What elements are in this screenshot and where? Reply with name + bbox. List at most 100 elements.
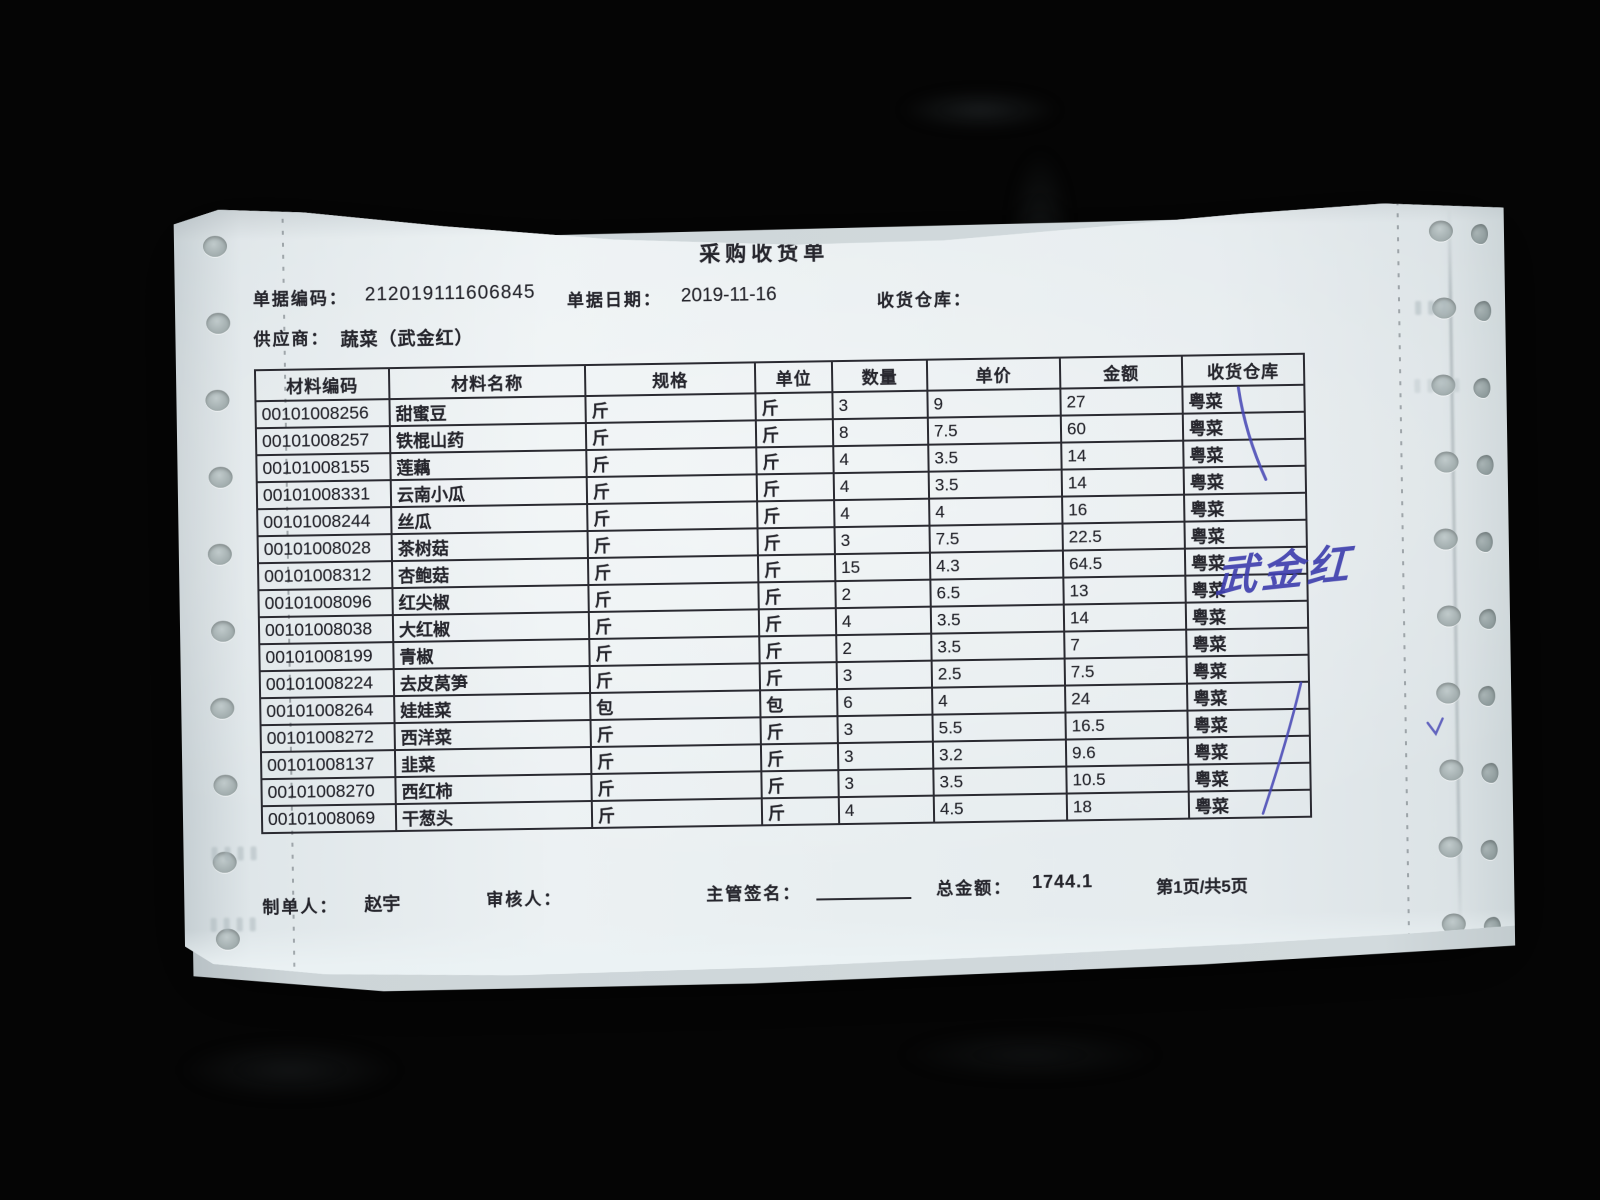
perforation-line-right (1396, 201, 1410, 951)
table-cell: 00101008312 (258, 561, 392, 590)
table-cell: 斤 (591, 717, 761, 747)
table-cell: 00101008096 (258, 588, 392, 617)
table-cell: 粤菜 (1186, 628, 1308, 657)
table-cell: 粤菜 (1189, 790, 1311, 819)
table-cell: 22.5 (1062, 522, 1184, 551)
table-cell: 6 (837, 688, 932, 716)
table-cell: 00101008224 (260, 669, 394, 698)
tractor-hole (1474, 301, 1491, 321)
table-cell: 斤 (757, 473, 834, 501)
table-cell: 8 (833, 418, 928, 446)
column-header: 金额 (1060, 356, 1182, 389)
table-cell: 娃娃菜 (394, 693, 590, 723)
table-cell: 斤 (755, 392, 832, 420)
table-cell: 粤菜 (1184, 466, 1306, 495)
table-cell: 斤 (762, 797, 839, 825)
table-cell: 丝瓜 (391, 504, 587, 534)
doc-date-value: 2019-11-16 (680, 284, 777, 307)
items-table: 材料编码 材料名称 规格 单位 数量 单价 金额 收货仓库 00101008256 甜蜜豆斤斤 3… (254, 353, 1312, 834)
table-cell: 00101008199 (259, 642, 393, 671)
column-header: 收货仓库 (1182, 354, 1304, 387)
column-header: 规格 (585, 362, 755, 396)
table-cell: 甜蜜豆 (389, 396, 585, 426)
column-header: 单价 (927, 358, 1060, 391)
receipt-paper: 采购收货单 单据编码： 212019111606845 单据日期： 2019-1… (173, 182, 1515, 985)
table-cell: 斤 (587, 501, 757, 531)
table-cell: 粤菜 (1187, 682, 1309, 711)
table-cell: 3 (838, 742, 933, 770)
table-cell: 包 (590, 690, 760, 720)
table-cell: 大红椒 (393, 612, 589, 642)
table-cell: 粤菜 (1186, 601, 1308, 630)
table-cell: 64.5 (1063, 549, 1185, 578)
table-cell: 4 (929, 497, 1062, 526)
table-cell: 3.5 (928, 443, 1061, 472)
table-cell: 韭菜 (395, 747, 591, 777)
table-cell: 00101008069 (262, 804, 396, 833)
page-indicator: 第1页/共5页 (1156, 876, 1248, 898)
table-cell: 斤 (759, 635, 836, 663)
table-cell: 6.5 (930, 578, 1063, 607)
table-cell: 斤 (592, 798, 762, 828)
table-cell: 7.5 (928, 416, 1061, 445)
table-cell: 斤 (758, 527, 835, 555)
tractor-hole (205, 390, 229, 411)
table-cell: 16 (1062, 495, 1184, 524)
table-cell: 斤 (761, 770, 838, 798)
background-smudge (180, 1040, 400, 1100)
tractor-holes-right (173, 182, 1503, 203)
table-cell: 3.5 (931, 605, 1064, 634)
table-cell: 00101008257 (256, 426, 390, 455)
table-cell: 斤 (756, 419, 833, 447)
tractor-hole (1473, 378, 1490, 398)
handwritten-signature: 武金红 (1214, 539, 1354, 602)
table-cell: 斤 (589, 636, 759, 666)
table-cell: 4 (833, 445, 928, 473)
table-cell: 斤 (591, 744, 761, 774)
table-cell: 7.5 (1065, 657, 1187, 686)
supplier-value: 蔬菜（武金红） (340, 327, 474, 350)
table-cell: 00101008272 (261, 723, 395, 752)
table-cell: 粤菜 (1182, 385, 1304, 414)
table-cell: 粤菜 (1183, 412, 1305, 441)
column-header: 材料名称 (389, 365, 585, 399)
table-cell: 7 (1064, 630, 1186, 659)
tractor-hole (213, 775, 237, 796)
table-cell: 4 (836, 607, 931, 635)
table-cell: 斤 (759, 608, 836, 636)
table-cell: 2.5 (932, 659, 1065, 688)
table-cell: 00101008244 (257, 507, 391, 536)
tractor-hole (1478, 686, 1495, 706)
table-cell: 青椒 (393, 639, 589, 669)
tractor-holes-left (173, 182, 1503, 203)
table-cell: 粤菜 (1183, 439, 1305, 468)
column-header: 单位 (755, 361, 832, 393)
print-through-mark (211, 917, 256, 932)
tractor-hole (208, 467, 232, 488)
table-cell: 斤 (758, 581, 835, 609)
table-cell: 斤 (756, 446, 833, 474)
background-smudge (900, 90, 1060, 130)
table-cell: 2 (835, 580, 930, 608)
table-cell: 粤菜 (1187, 655, 1309, 684)
tractor-hole (1476, 532, 1493, 552)
table-cell: 10.5 (1066, 765, 1188, 794)
tractor-hole (1481, 763, 1498, 783)
table-cell: 斤 (590, 663, 760, 693)
pen-tick-mark (1428, 719, 1443, 734)
table-cell: 斤 (761, 743, 838, 771)
table-cell: 4 (839, 796, 934, 824)
table-cell: 00101008028 (258, 534, 392, 563)
table-cell: 00101008137 (261, 750, 395, 779)
table-cell: 3 (835, 526, 930, 554)
table-cell: 包 (760, 689, 837, 717)
table-cell: 红尖椒 (392, 585, 588, 615)
tractor-hole (206, 313, 230, 334)
table-cell: 莲藕 (390, 450, 586, 480)
table-cell: 3.5 (929, 470, 1062, 499)
tractor-holes-under-sheet (173, 182, 1503, 203)
table-cell: 杏鲍菇 (392, 558, 588, 588)
table-cell: 茶树菇 (392, 531, 588, 561)
tractor-hole (210, 698, 234, 719)
table-cell: 3.5 (933, 767, 1066, 796)
